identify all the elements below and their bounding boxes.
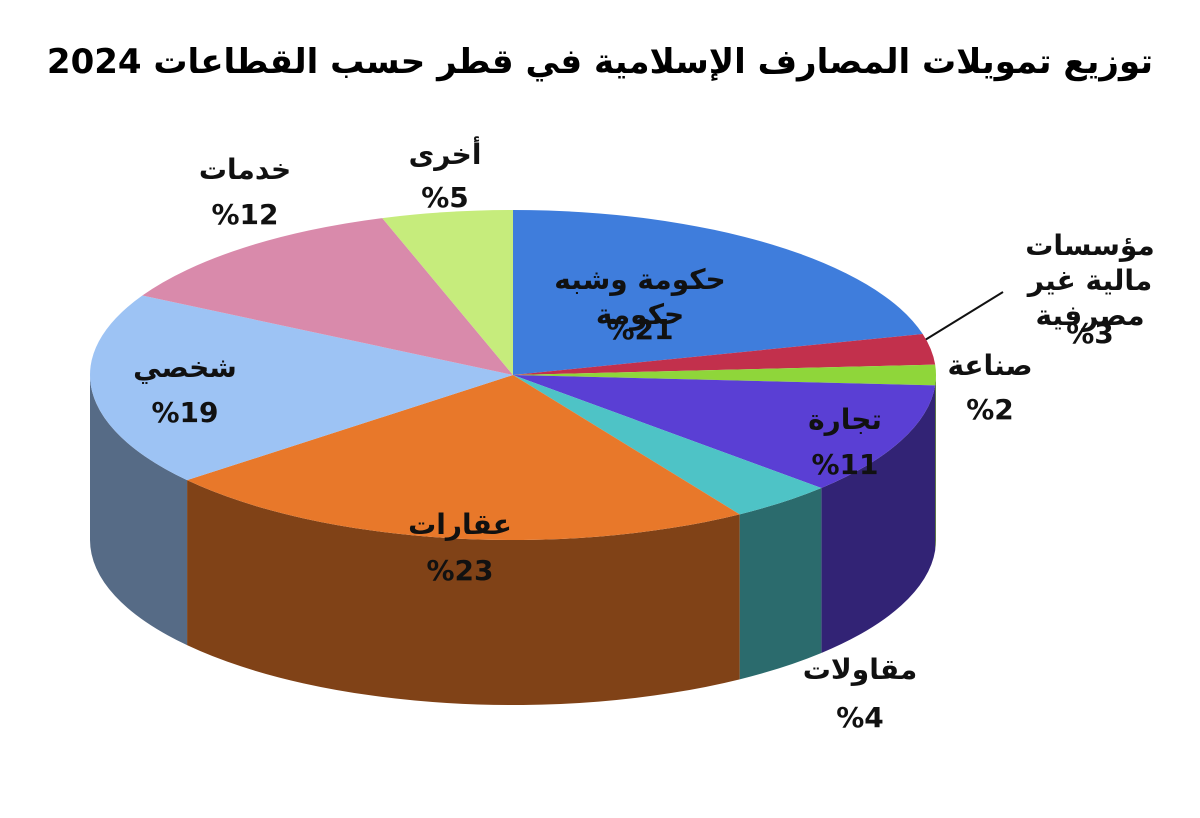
slice-label: حكومة وشبه حكومة — [554, 263, 726, 331]
slice-label: مقاولات — [802, 653, 918, 686]
pie-side — [821, 385, 936, 653]
pie-side — [739, 487, 822, 680]
slice-label: أخرى — [408, 138, 482, 171]
slice-label: شخصي — [133, 351, 237, 384]
pie-slice — [142, 218, 514, 375]
pie-slice — [89, 295, 513, 481]
slice-value-label: %4 — [836, 701, 884, 734]
pie-slice — [513, 333, 936, 375]
pie-slice — [513, 375, 822, 515]
pie-slice — [513, 375, 936, 488]
slice-value-label: %21 — [606, 313, 674, 346]
slice-value-label: %5 — [421, 181, 469, 214]
chart-title: توزيع تمويلات المصارف الإسلامية في قطر ح… — [46, 42, 1154, 82]
pie-side — [187, 480, 740, 705]
pie-slice — [187, 375, 740, 540]
pie-side — [90, 375, 188, 646]
slice-value-label: %3 — [1066, 317, 1114, 350]
slice-value-label: %19 — [151, 396, 219, 429]
slice-label: تجارة — [808, 403, 882, 436]
slice-value-label: %2 — [966, 393, 1014, 426]
slice-label: خدمات — [198, 153, 292, 186]
leader-line — [911, 291, 1004, 349]
pie-slice — [513, 210, 923, 375]
slice-value-label: %11 — [811, 448, 879, 481]
pie-side — [935, 375, 936, 551]
pie-slice — [513, 364, 936, 386]
slice-label: مؤسسات مالية غير مصرفية — [1025, 229, 1155, 332]
slice-value-label: %12 — [211, 198, 279, 231]
slice-value-label: %23 — [426, 554, 494, 587]
slice-label: عقارات — [408, 508, 512, 541]
pie-slice — [382, 210, 513, 375]
slice-label: صناعة — [947, 349, 1033, 382]
